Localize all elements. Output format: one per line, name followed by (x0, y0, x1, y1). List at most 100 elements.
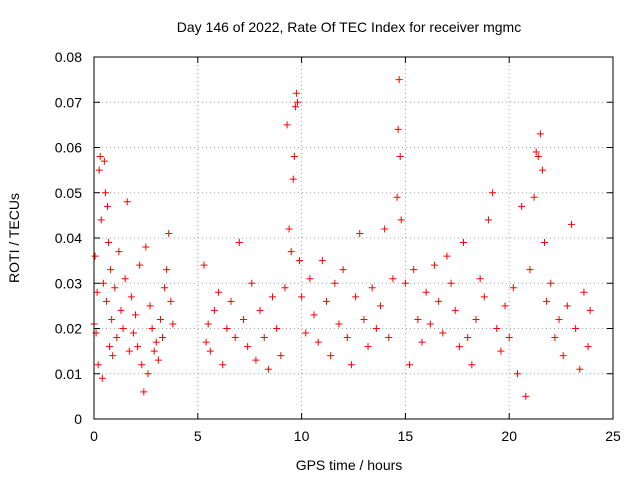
data-point-marker (310, 311, 318, 319)
x-tick-label: 0 (90, 428, 98, 444)
data-point-marker (165, 229, 173, 237)
y-tick-label: 0.05 (55, 185, 82, 201)
data-point-marker (94, 361, 102, 369)
data-point-marker (393, 193, 401, 201)
data-point-marker (364, 343, 372, 351)
data-point-marker (381, 225, 389, 233)
data-point-marker (293, 98, 301, 106)
data-point-marker (121, 275, 129, 283)
data-point-marker (580, 288, 588, 296)
data-point-marker (396, 153, 404, 161)
grid-lines (94, 57, 613, 419)
data-point-marker (572, 325, 580, 332)
data-point-marker (125, 347, 133, 355)
data-point-marker (109, 352, 117, 360)
data-point-marker (206, 347, 214, 355)
data-point-marker (368, 284, 376, 292)
data-point-marker (163, 266, 171, 274)
data-point-marker (532, 148, 540, 156)
data-point-marker (414, 315, 422, 323)
data-point-marker (113, 334, 121, 342)
data-point-marker (200, 261, 208, 269)
data-point-marker (96, 153, 104, 161)
data-point-marker (159, 334, 167, 342)
data-point-marker (331, 279, 339, 287)
x-tick-label: 15 (398, 428, 414, 444)
x-tick-label: 10 (294, 428, 310, 444)
data-point-marker (95, 166, 103, 174)
data-point-marker (161, 284, 169, 292)
data-point-marker (476, 275, 484, 283)
data-point-marker (497, 347, 505, 355)
data-point-marker (105, 239, 113, 247)
data-point-marker (132, 311, 140, 319)
data-point-marker (256, 306, 264, 314)
data-point-marker (119, 325, 127, 332)
data-point-marker (327, 352, 335, 360)
data-point-marker (372, 325, 380, 332)
data-point-marker (559, 352, 567, 360)
data-points (90, 76, 594, 400)
data-point-marker (422, 288, 430, 296)
data-point-marker (306, 275, 314, 283)
data-point-marker (451, 306, 459, 314)
data-point-marker (534, 153, 542, 161)
data-point-marker (142, 243, 150, 251)
data-point-marker (480, 293, 488, 301)
data-point-marker (406, 361, 414, 369)
data-point-marker (285, 225, 293, 233)
data-point-marker (426, 320, 434, 328)
data-point-marker (210, 306, 218, 314)
data-point-marker (343, 334, 351, 342)
y-tick-label: 0.08 (55, 49, 82, 65)
data-point-marker (551, 334, 559, 342)
y-tick-label: 0.02 (55, 321, 82, 337)
data-point-marker (91, 252, 99, 260)
data-point-marker (252, 356, 260, 364)
data-point-marker (290, 153, 298, 161)
data-point-marker (167, 297, 175, 305)
data-point-marker (509, 284, 517, 292)
data-point-marker (287, 248, 295, 256)
data-point-marker (410, 266, 418, 274)
data-point-marker (269, 293, 277, 301)
data-point-marker (227, 297, 235, 305)
data-point-marker (264, 365, 272, 373)
data-point-marker (148, 325, 156, 332)
data-point-marker (586, 306, 594, 314)
data-point-marker (219, 361, 227, 369)
data-point-marker (352, 293, 360, 301)
data-point-marker (530, 193, 538, 201)
data-point-marker (117, 306, 125, 314)
chart-title: Day 146 of 2022, Rate Of TEC Index for r… (177, 19, 521, 35)
data-point-marker (140, 388, 148, 396)
data-point-marker (281, 284, 289, 292)
data-point-marker (101, 189, 109, 197)
data-point-marker (472, 315, 480, 323)
data-point-marker (567, 220, 575, 228)
data-point-marker (584, 343, 592, 351)
data-point-marker (339, 266, 347, 274)
data-point-marker (526, 266, 534, 274)
data-point-marker (107, 266, 115, 274)
data-point-marker (103, 202, 111, 210)
data-point-marker (435, 297, 443, 305)
data-point-marker (543, 297, 551, 305)
data-point-marker (138, 361, 146, 369)
data-point-marker (202, 338, 210, 346)
data-point-marker (248, 279, 256, 287)
data-point-marker (460, 239, 468, 247)
data-point-marker (493, 325, 501, 332)
data-point-marker (468, 361, 476, 369)
data-point-marker (98, 374, 106, 382)
data-point-marker (347, 361, 355, 369)
data-point-marker (100, 157, 108, 165)
data-point-marker (385, 334, 393, 342)
data-point-marker (484, 216, 492, 224)
data-point-marker (152, 338, 160, 346)
data-point-marker (296, 257, 304, 265)
data-point-marker (430, 261, 438, 269)
data-point-marker (522, 392, 530, 400)
data-point-marker (123, 198, 131, 206)
